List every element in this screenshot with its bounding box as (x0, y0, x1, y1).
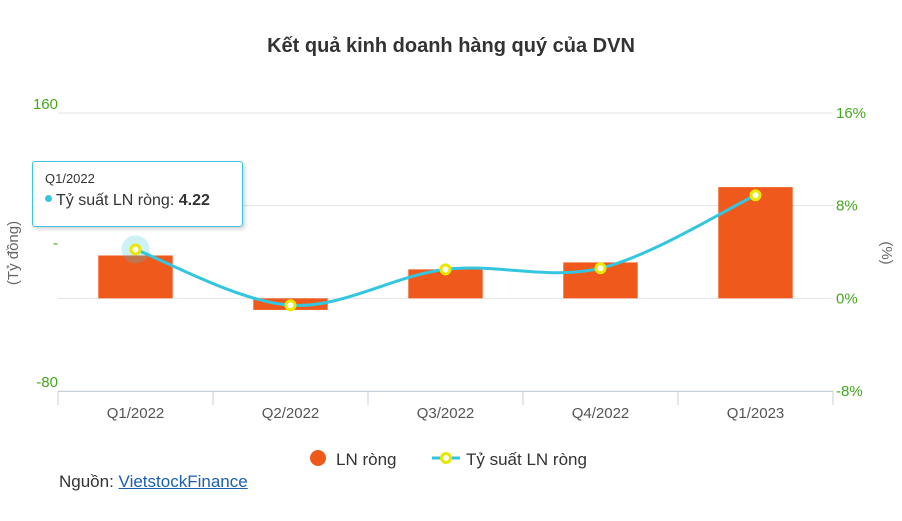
tooltip-row: Tỷ suất LN ròng: 4.22 (45, 192, 230, 210)
line-series (121, 189, 762, 312)
tooltip-series-name: Tỷ suất LN ròng (56, 192, 170, 209)
line-point[interactable] (749, 189, 762, 202)
bar[interactable] (718, 187, 793, 299)
x-axis: Q1/2022 Q2/2022 Q3/2022 Q4/2022 Q1/2023 (57, 391, 834, 422)
left-tick-label: 160 (33, 96, 58, 113)
right-tick-label: 16% (836, 105, 866, 122)
x-tick-label: Q4/2022 (572, 405, 630, 422)
x-tick-label: Q2/2022 (262, 405, 320, 422)
x-tick-label: Q1/2023 (727, 405, 785, 422)
source-note: Nguồn: VietstockFinance (59, 472, 248, 492)
line-point[interactable] (439, 263, 452, 276)
bar[interactable] (98, 255, 173, 299)
x-tick-label: Q1/2022 (107, 405, 165, 422)
gridlines (58, 112, 833, 392)
legend-label[interactable]: LN ròng (336, 450, 396, 469)
left-tick-label: - (53, 235, 58, 252)
source-prefix: Nguồn: (59, 472, 119, 491)
right-axis-title: (%) (878, 241, 895, 264)
right-axis-ticks: -8% 0% 8% 16% (836, 105, 866, 400)
x-tick-label: Q3/2022 (417, 405, 475, 422)
right-tick-label: 0% (836, 290, 858, 307)
legend-bar-swatch[interactable] (310, 450, 326, 466)
line-point[interactable] (594, 262, 607, 275)
left-tick-label: -80 (36, 374, 58, 391)
legend-line-marker (440, 452, 452, 464)
tooltip-separator: : (169, 192, 179, 209)
tooltip: Q1/2022 Tỷ suất LN ròng: 4.22 (32, 161, 243, 227)
tooltip-series-dot (45, 195, 52, 203)
left-axis-ticks: -80 - 160 (33, 96, 58, 391)
tooltip-title: Q1/2022 (45, 171, 95, 186)
legend: LN ròng Tỷ suất LN ròng (310, 450, 587, 469)
right-tick-label: 8% (836, 198, 858, 215)
bar-series (98, 187, 793, 310)
legend-label[interactable]: Tỷ suất LN ròng (466, 450, 587, 469)
line-point[interactable] (129, 243, 142, 256)
chart-title: Kết quả kinh doanh hàng quý của DVN (267, 35, 635, 57)
line-point[interactable] (284, 299, 297, 312)
left-axis-title: (Tỷ đồng) (5, 221, 22, 285)
source-link[interactable]: VietstockFinance (118, 472, 248, 491)
right-tick-label: -8% (836, 383, 863, 400)
tooltip-value: 4.22 (178, 192, 210, 209)
